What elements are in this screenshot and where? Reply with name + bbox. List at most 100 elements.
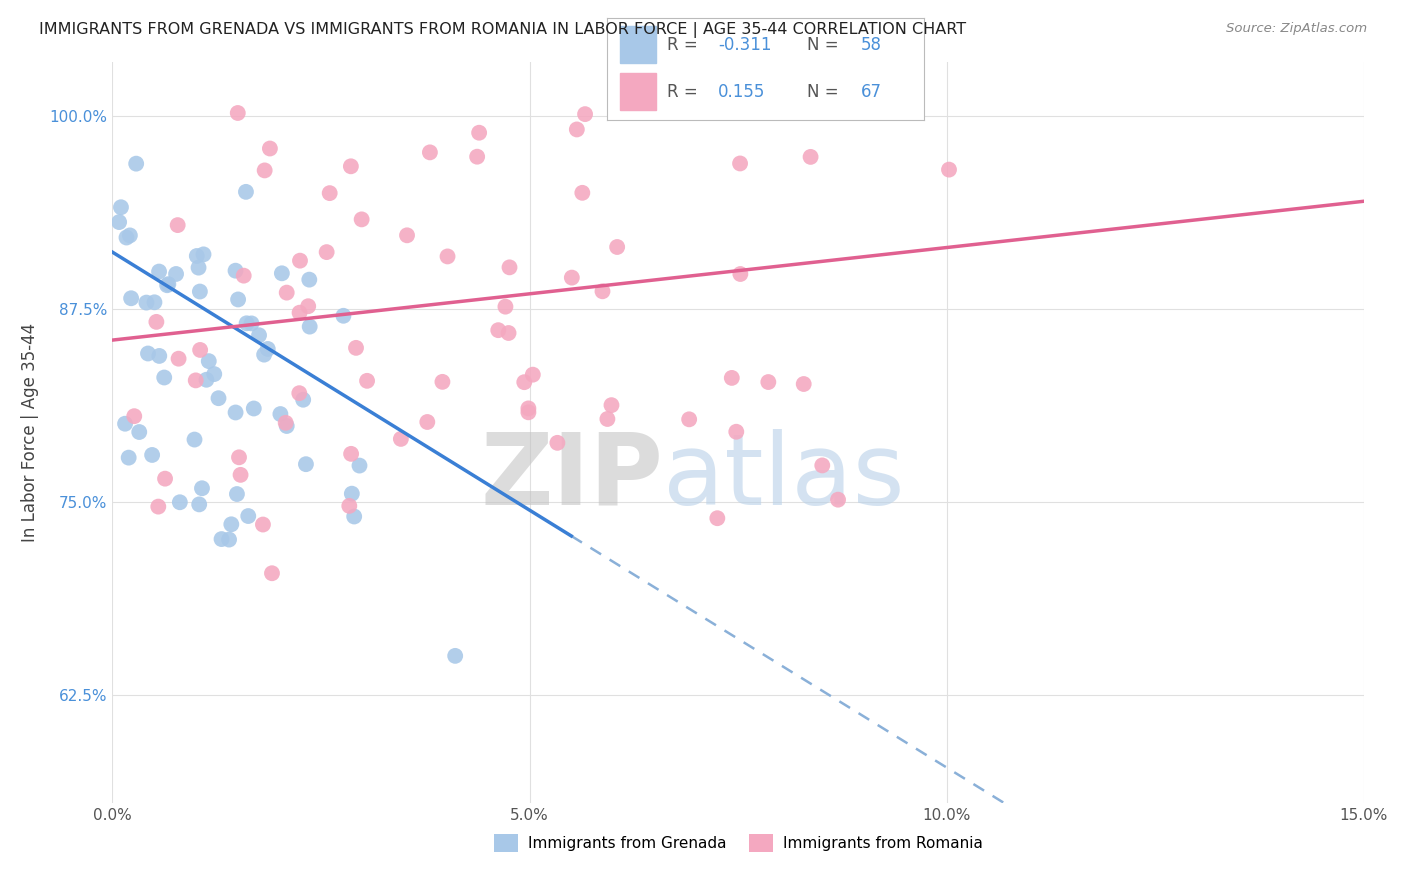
Point (108, 215, 131, 229)
Point (827, 492, 849, 507)
Point (156, 278, 179, 293)
Point (938, 162, 960, 177)
Point (730, 267, 752, 281)
Point (141, 448, 163, 462)
Point (226, 293, 249, 307)
Point (166, 218, 188, 232)
Point (340, 486, 363, 500)
Point (498, 326, 520, 340)
Point (756, 375, 779, 389)
Point (416, 415, 439, 429)
Point (340, 159, 363, 173)
Point (247, 328, 270, 343)
Point (256, 342, 278, 356)
Point (211, 532, 233, 546)
Point (728, 156, 751, 170)
Point (340, 447, 363, 461)
Point (115, 230, 138, 244)
Point (167, 351, 190, 366)
Point (165, 267, 187, 281)
Point (169, 495, 191, 509)
Point (243, 401, 266, 416)
Point (574, 107, 596, 121)
Point (195, 373, 218, 387)
Point (396, 228, 419, 243)
Point (606, 240, 628, 254)
Point (465, 150, 488, 164)
Point (288, 253, 311, 268)
Text: atlas: atlas (664, 428, 904, 525)
Point (188, 285, 211, 299)
Point (600, 398, 623, 412)
Point (226, 487, 249, 501)
Point (706, 511, 728, 525)
Point (110, 200, 132, 214)
Text: 58: 58 (860, 36, 882, 54)
Point (197, 354, 219, 368)
Text: N =: N = (807, 83, 844, 101)
Point (120, 291, 142, 305)
Legend: Immigrants from Grenada, Immigrants from Romania: Immigrants from Grenada, Immigrants from… (488, 829, 988, 858)
Point (202, 367, 225, 381)
Point (432, 375, 454, 389)
Point (468, 126, 491, 140)
Text: R =: R = (668, 36, 703, 54)
Point (276, 285, 298, 300)
Point (114, 417, 136, 431)
Point (315, 245, 337, 260)
Point (444, 648, 467, 663)
Point (494, 300, 516, 314)
Point (276, 419, 298, 434)
Point (561, 270, 583, 285)
Point (270, 266, 292, 280)
Point (298, 319, 321, 334)
Point (240, 317, 263, 331)
Point (218, 533, 240, 547)
Point (297, 299, 319, 313)
Point (235, 185, 257, 199)
Point (135, 295, 157, 310)
Point (725, 425, 748, 439)
Point (207, 391, 229, 405)
Point (356, 374, 378, 388)
Point (298, 272, 321, 286)
Point (419, 145, 441, 160)
Text: Source: ZipAtlas.com: Source: ZipAtlas.com (1226, 22, 1367, 36)
Text: R =: R = (668, 83, 703, 101)
Point (188, 343, 211, 357)
Point (292, 392, 315, 407)
Point (226, 106, 249, 120)
Y-axis label: In Labor Force | Age 35-44: In Labor Force | Age 35-44 (21, 323, 38, 542)
Point (148, 500, 170, 514)
Text: ZIP: ZIP (481, 428, 664, 525)
Point (332, 309, 354, 323)
Point (232, 268, 254, 283)
Point (221, 517, 243, 532)
Point (229, 467, 252, 482)
Point (513, 375, 536, 389)
Point (125, 156, 148, 170)
Point (253, 348, 276, 362)
Point (720, 371, 742, 385)
Point (183, 433, 205, 447)
Text: N =: N = (807, 36, 844, 54)
Point (546, 435, 568, 450)
Point (252, 517, 274, 532)
Point (153, 472, 176, 486)
Point (596, 412, 619, 426)
Point (186, 249, 208, 263)
Point (259, 141, 281, 155)
Point (143, 295, 166, 310)
Point (235, 316, 257, 330)
Point (295, 457, 318, 471)
Point (571, 186, 593, 200)
Point (269, 407, 291, 421)
Point (349, 458, 371, 473)
Point (436, 249, 458, 263)
Point (498, 260, 520, 275)
Point (288, 386, 311, 401)
Point (136, 346, 159, 360)
Point (318, 186, 340, 201)
Point (148, 264, 170, 278)
Point (274, 416, 297, 430)
